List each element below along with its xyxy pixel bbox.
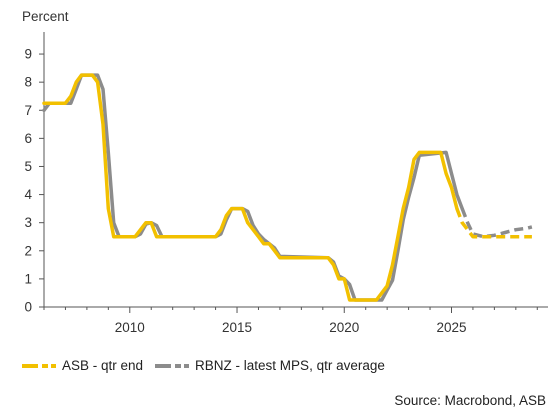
y-axis-label: Percent [22, 9, 69, 24]
series-forecast-asb [455, 207, 532, 239]
legend-item-asb: ASB - qtr end [22, 358, 143, 373]
y-tick-label: 1 [24, 271, 32, 286]
y-tick-label: 2 [24, 243, 32, 258]
series-forecast-rbnz [460, 207, 533, 239]
y-tick-label: 6 [24, 131, 32, 146]
line-chart: Percent 0 1 2 3 4 5 6 7 8 9 2010 2015 2020 2025 [22, 9, 548, 335]
legend: ASB - qtr end RBNZ - latest MPS, qtr ave… [22, 358, 397, 373]
y-tick-label: 7 [24, 103, 32, 118]
legend-item-rbnz: RBNZ - latest MPS, qtr average [155, 358, 385, 373]
y-tick-label: 8 [24, 75, 32, 90]
y-tick-label: 0 [24, 300, 32, 315]
y-tick-label: 5 [24, 159, 32, 174]
legend-swatch-asb [22, 363, 56, 368]
legend-label-asb: ASB - qtr end [62, 358, 144, 373]
y-tick-label: 9 [24, 47, 32, 62]
x-tick-label: 2010 [115, 320, 145, 335]
legend-label-rbnz: RBNZ - latest MPS, qtr average [195, 358, 385, 373]
source-note: Source: Macrobond, ASB [394, 393, 546, 408]
y-tick-label: 3 [24, 215, 32, 230]
x-tick-label: 2015 [222, 320, 252, 335]
y-tick-label: 4 [24, 187, 32, 202]
legend-swatch-rbnz [155, 363, 190, 368]
series-line-rbnz [42, 73, 464, 302]
x-tick-label: 2025 [436, 320, 466, 335]
series-line-asb [42, 73, 459, 302]
x-tick-label: 2020 [329, 320, 359, 335]
